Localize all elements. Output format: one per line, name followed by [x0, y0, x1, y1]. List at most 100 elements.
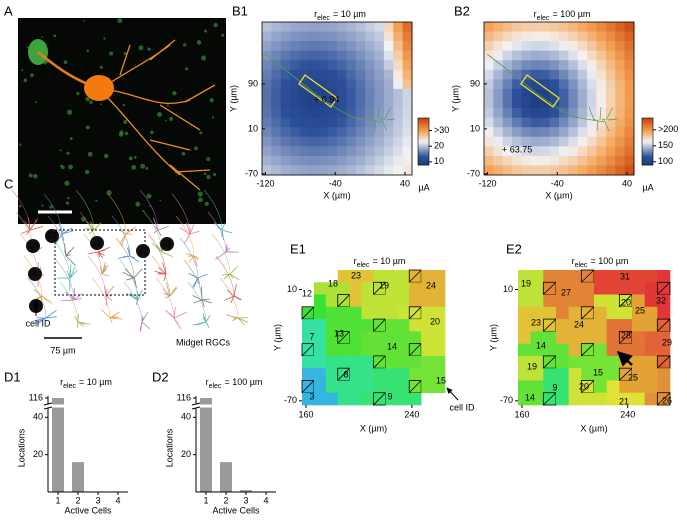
heatmap-cell	[512, 69, 522, 80]
map-cell	[397, 294, 410, 308]
ambiguous-hatch	[657, 392, 671, 406]
heatmap-cell	[624, 146, 635, 157]
rgc-axon	[27, 277, 47, 319]
heatmap-cell	[577, 50, 588, 61]
heatmap-cell	[346, 50, 357, 61]
y-axis-label: Y (µm)	[488, 324, 498, 351]
colorbar-cell	[642, 119, 653, 123]
heatmap-cell	[596, 22, 607, 32]
map-cell	[349, 343, 362, 357]
neuron-trace	[486, 53, 605, 123]
y-axis-label: Locations	[164, 428, 174, 467]
map-cell	[337, 392, 350, 406]
y-tick-label: 40	[181, 412, 191, 422]
x-tick-label: 2	[75, 495, 80, 505]
map-cell	[543, 306, 557, 320]
colorbar-cell	[418, 143, 429, 146]
heatmap-cell	[605, 117, 616, 128]
rgc-dendrite	[169, 287, 178, 297]
heatmap-cell	[540, 22, 551, 32]
green-speck	[201, 55, 207, 61]
map-cell	[594, 331, 607, 344]
panel-title: relec = 10 µm	[354, 256, 406, 268]
rgc-dendrite	[65, 254, 72, 257]
rgc-dendrite	[73, 293, 83, 301]
heatmap-cell	[624, 22, 635, 32]
rgc-dendrite	[88, 229, 95, 235]
rgc-axon	[179, 237, 199, 279]
heatmap-cell	[596, 60, 607, 71]
rgc-axon	[155, 277, 175, 319]
heatmap-cell	[502, 41, 513, 52]
heatmap-cell	[355, 31, 366, 42]
heatmap-cell	[402, 22, 413, 32]
heatmap-cell	[393, 88, 404, 99]
x-tick-label: 4	[115, 495, 120, 505]
map-cell	[568, 331, 582, 344]
rgc-dendrite	[196, 321, 207, 326]
y-axis-label: Locations	[16, 428, 26, 467]
rgc-dendrite	[173, 306, 176, 319]
map-cell	[530, 380, 544, 394]
map-cell	[302, 368, 315, 381]
map-cell	[657, 368, 671, 381]
map-cell	[530, 282, 544, 295]
rgc-dendrite	[76, 321, 79, 329]
heatmap-cell	[484, 79, 494, 90]
heatmap-cell	[540, 146, 551, 157]
heatmap-cell	[540, 165, 551, 176]
rgc-axon	[139, 189, 159, 231]
map-cell	[385, 306, 398, 320]
cell-id: 31	[162, 238, 172, 248]
rgc-dendrite	[205, 314, 211, 323]
ambiguous-hatch	[657, 318, 671, 332]
map-cell	[644, 331, 658, 344]
x-tick-label: 1	[203, 495, 208, 505]
heatmap-cell	[624, 31, 635, 42]
rgc-dendrite	[97, 249, 106, 253]
heatmap-cell	[308, 22, 319, 32]
heatmap-cell	[280, 136, 291, 147]
scale-bar-label: 75 µm	[50, 345, 75, 355]
green-speck	[76, 92, 80, 96]
ambiguous-hatch	[301, 306, 315, 320]
map-cell	[518, 392, 531, 406]
heatmap-cell	[290, 88, 300, 99]
cell-id-badge	[28, 267, 42, 281]
rgc-dendrite	[189, 224, 195, 235]
map-cell	[421, 282, 434, 295]
map-cell	[325, 355, 339, 369]
heatmap-cell	[355, 98, 366, 109]
heatmap-cell	[484, 155, 494, 166]
heatmap-cell	[587, 146, 597, 157]
rgc-dendrite	[162, 288, 171, 297]
map-cell	[632, 270, 645, 283]
heatmap-cell	[484, 127, 494, 138]
heatmap-cell	[605, 98, 616, 109]
heatmap-cell	[327, 127, 338, 138]
rgc-axon	[55, 259, 75, 301]
colorbar-cell	[418, 125, 429, 129]
heatmap-cell	[624, 98, 635, 109]
map-cell	[594, 319, 607, 332]
map-cell	[568, 368, 582, 381]
map-cell	[361, 306, 374, 320]
heatmap-cell	[540, 117, 551, 128]
map-cell	[373, 294, 386, 308]
heatmap-cell	[549, 60, 560, 71]
heatmap-cell	[502, 146, 513, 157]
heatmap-cell	[493, 41, 504, 52]
map-cell	[518, 319, 531, 332]
heatmap-cell	[290, 31, 300, 42]
map-cell	[594, 355, 607, 369]
map-cell	[302, 331, 315, 344]
map-cell	[581, 331, 595, 344]
rgc-dendrite	[136, 290, 139, 301]
heatmap-cell	[484, 41, 494, 52]
heatmap-cell	[327, 108, 338, 119]
heatmap-cell	[383, 108, 394, 119]
heatmap-cell	[337, 79, 347, 90]
cell-id: 12	[302, 288, 312, 298]
green-speck	[99, 65, 103, 69]
panel-title: relec = 10 µm	[314, 9, 366, 21]
